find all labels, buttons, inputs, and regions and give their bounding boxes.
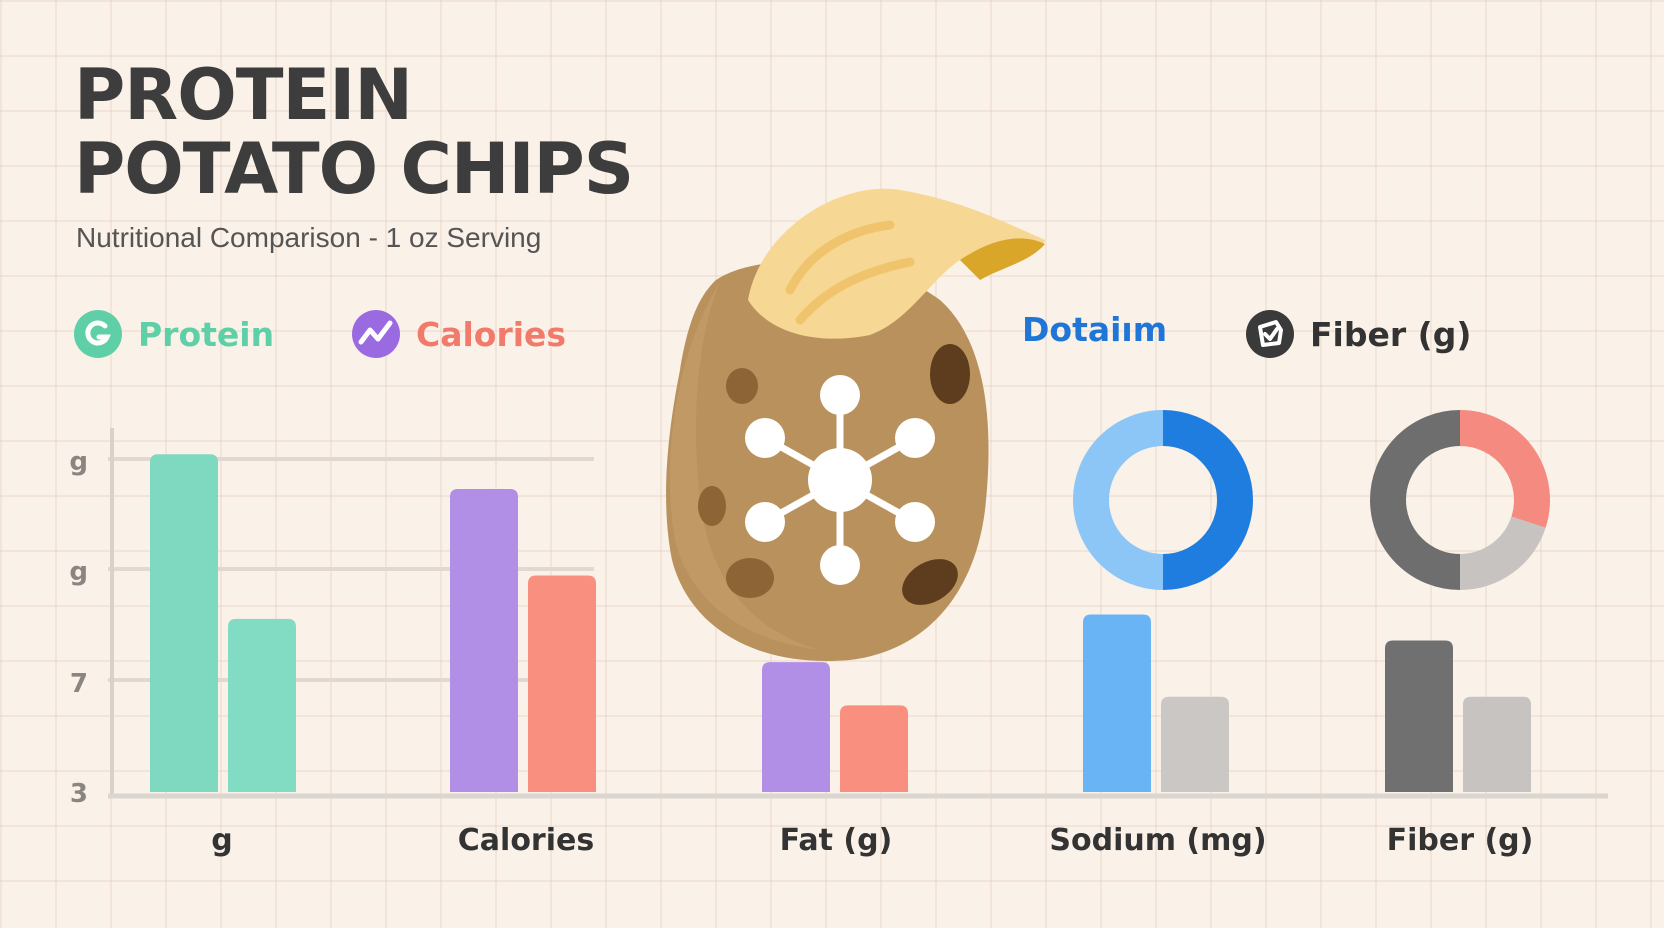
page-title: PROTEIN POTATO CHIPS <box>74 54 634 210</box>
bar <box>1463 696 1531 792</box>
legend-sodium: Dotaiım <box>1022 310 1167 349</box>
sodium-donut-chart <box>1073 410 1253 590</box>
legend-calories-label: Calories <box>416 314 567 354</box>
y-tick-label: g <box>69 557 88 587</box>
title-line-2: POTATO CHIPS <box>74 128 634 210</box>
y-tick-label: 3 <box>70 779 88 809</box>
bar <box>150 454 218 792</box>
donut-slice <box>1073 410 1164 590</box>
y-tick-label: 7 <box>70 669 88 699</box>
category-label: g <box>211 823 232 858</box>
donut-slice <box>1459 410 1550 528</box>
legend-fiber: Fiber (g) <box>1246 310 1471 358</box>
bar <box>450 488 518 792</box>
protein-g-icon <box>74 310 122 358</box>
bar <box>528 575 596 792</box>
category-label: Sodium (mg) <box>1049 823 1266 858</box>
donut-slice <box>1370 410 1461 590</box>
donut-slice <box>1459 515 1546 590</box>
bar <box>1083 614 1151 792</box>
legend-protein-label: Protein <box>138 314 275 354</box>
shield-icon <box>1246 310 1294 358</box>
title-line-1: PROTEIN <box>74 54 413 136</box>
y-tick-label: g <box>69 447 88 477</box>
trend-icon <box>352 310 400 358</box>
bar <box>1385 640 1453 792</box>
legend-protein: Protein <box>74 310 274 358</box>
legend-fiber-label: Fiber (g) <box>1310 314 1472 354</box>
bar <box>228 618 296 792</box>
legend-sodium-label: Dotaiım <box>1022 310 1168 349</box>
potato-chip-molecule-icon <box>666 188 1045 662</box>
legend-calories: Calories <box>352 310 566 358</box>
category-label: Fat (g) <box>780 823 893 858</box>
donut-slice <box>1162 410 1253 590</box>
bar <box>1161 696 1229 792</box>
subtitle: Nutritional Comparison - 1 oz Serving <box>76 222 542 253</box>
category-label: Fiber (g) <box>1387 823 1534 858</box>
fiber-donut-chart <box>1370 410 1550 590</box>
bar <box>762 662 830 792</box>
bar <box>840 705 908 792</box>
category-label: Calories <box>458 823 594 858</box>
